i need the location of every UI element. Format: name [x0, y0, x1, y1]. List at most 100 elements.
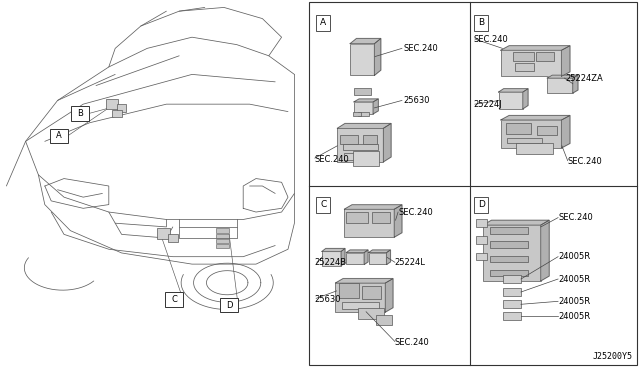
Bar [507, 138, 543, 143]
Bar [372, 212, 390, 223]
Bar [490, 256, 528, 262]
Bar [112, 110, 122, 117]
Bar [309, 2, 637, 365]
Bar [515, 63, 534, 71]
Polygon shape [369, 250, 390, 253]
Text: A: A [320, 18, 326, 27]
Bar [490, 270, 528, 276]
Polygon shape [374, 38, 381, 75]
Text: 25224ZA: 25224ZA [565, 74, 603, 83]
Bar [346, 212, 369, 223]
Text: C: C [171, 295, 177, 304]
Bar [168, 234, 178, 242]
Text: SEC.240: SEC.240 [474, 35, 508, 44]
Bar [537, 125, 557, 135]
Text: SEC.240: SEC.240 [558, 213, 593, 222]
Bar [216, 244, 229, 248]
Polygon shape [335, 279, 393, 283]
Bar [363, 135, 377, 144]
Polygon shape [483, 220, 549, 225]
Bar [344, 153, 358, 160]
Bar [340, 135, 358, 144]
Bar [503, 288, 521, 296]
Bar [353, 151, 379, 166]
Bar [337, 128, 383, 162]
Polygon shape [364, 250, 368, 264]
Text: 24005R: 24005R [558, 297, 590, 306]
Bar [358, 308, 384, 319]
Bar [335, 283, 385, 312]
Polygon shape [562, 46, 570, 76]
Polygon shape [573, 75, 578, 93]
Text: B: B [478, 18, 484, 27]
Bar [536, 52, 554, 61]
Bar [117, 104, 126, 112]
Bar [353, 112, 361, 116]
Bar [503, 275, 521, 283]
Text: SEC.240: SEC.240 [395, 338, 429, 347]
Polygon shape [346, 250, 368, 253]
Bar [500, 50, 562, 76]
Bar [476, 253, 487, 260]
Text: 25630: 25630 [403, 96, 429, 105]
Bar [376, 315, 392, 324]
Polygon shape [547, 75, 578, 78]
Bar [106, 99, 118, 109]
Bar [346, 253, 364, 264]
Text: 25224B: 25224B [315, 258, 347, 267]
Polygon shape [387, 250, 390, 264]
Bar [503, 300, 521, 308]
Bar [490, 227, 528, 234]
Polygon shape [385, 279, 393, 312]
Bar [216, 239, 229, 243]
Polygon shape [500, 115, 570, 120]
Text: SEC.240: SEC.240 [568, 157, 602, 166]
Polygon shape [373, 99, 378, 114]
Polygon shape [350, 38, 381, 44]
Bar [483, 225, 541, 281]
Polygon shape [541, 220, 549, 281]
Text: 25224J: 25224J [474, 100, 502, 109]
Polygon shape [337, 124, 391, 128]
Text: A: A [56, 131, 61, 140]
Text: 24005R: 24005R [558, 312, 590, 321]
Text: J25200Y5: J25200Y5 [593, 352, 632, 361]
Bar [344, 209, 394, 237]
Bar [503, 312, 521, 320]
Bar [490, 241, 528, 248]
Bar [216, 228, 229, 232]
Polygon shape [500, 46, 570, 50]
Bar [547, 78, 573, 93]
Polygon shape [394, 205, 402, 237]
Text: 25630: 25630 [315, 295, 341, 304]
Polygon shape [322, 248, 345, 251]
Bar [343, 144, 378, 150]
Polygon shape [344, 205, 402, 209]
Bar [474, 197, 488, 213]
Polygon shape [383, 124, 391, 162]
Text: C: C [320, 201, 326, 209]
Bar [474, 15, 488, 31]
Text: 25224L: 25224L [395, 258, 426, 267]
Polygon shape [562, 115, 570, 148]
Polygon shape [523, 89, 528, 109]
Bar [316, 197, 330, 213]
Bar [500, 120, 562, 148]
Bar [50, 129, 68, 143]
Text: B: B [77, 109, 83, 118]
Bar [358, 112, 369, 116]
Bar [499, 92, 523, 109]
Bar [476, 219, 487, 227]
Bar [354, 102, 373, 114]
Bar [157, 228, 170, 239]
Bar [476, 236, 487, 244]
Bar [216, 234, 229, 238]
Bar [362, 286, 381, 298]
Bar [316, 15, 330, 31]
Bar [71, 106, 89, 121]
Text: 24005R: 24005R [558, 275, 590, 283]
Bar [220, 298, 238, 312]
Bar [516, 143, 553, 154]
Bar [165, 292, 183, 307]
Text: 24005R: 24005R [558, 252, 590, 261]
